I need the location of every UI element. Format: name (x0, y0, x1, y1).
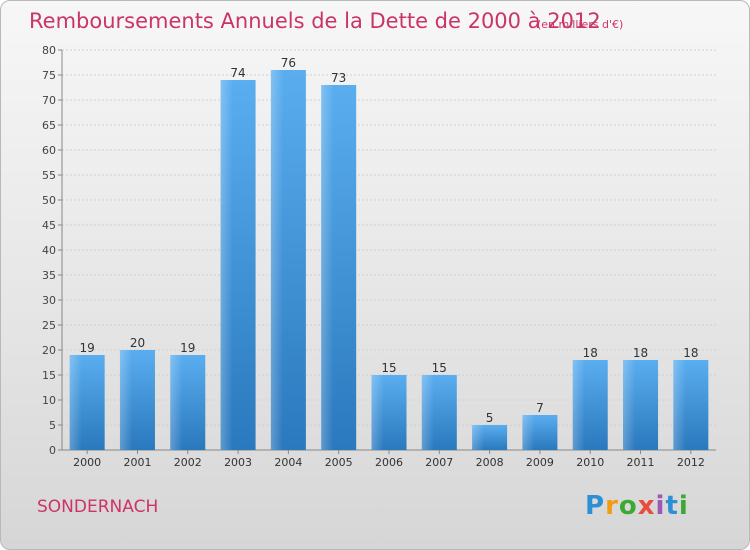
x-tick-label: 2001 (123, 456, 151, 469)
x-tick-label: 2005 (325, 456, 353, 469)
x-tick-label: 2000 (73, 456, 101, 469)
bar-highlight (623, 360, 636, 450)
y-tick-label: 45 (42, 219, 56, 232)
y-tick-label: 35 (42, 269, 56, 282)
logo-letter: o (618, 491, 638, 521)
bar-highlight (170, 355, 183, 450)
y-tick-label: 0 (49, 444, 56, 457)
y-tick-label: 75 (42, 69, 56, 82)
bar-highlight (321, 85, 334, 450)
logo-letter: x (637, 491, 656, 521)
data-label: 15 (381, 361, 396, 375)
logo-letter: i (655, 491, 666, 521)
data-label: 15 (432, 361, 447, 375)
bar-highlight (673, 360, 686, 450)
data-label: 18 (583, 346, 598, 360)
bar-highlight (472, 425, 485, 450)
bar-highlight (572, 360, 585, 450)
logo-letter: i (678, 491, 689, 521)
data-label: 5 (486, 411, 494, 425)
data-label: 19 (80, 341, 95, 355)
bar-highlight (270, 70, 284, 450)
x-tick-label: 2002 (174, 456, 202, 469)
y-tick-label: 25 (42, 319, 56, 332)
data-label: 73 (331, 71, 346, 85)
data-label: 74 (230, 66, 245, 80)
x-tick-label: 2010 (576, 456, 604, 469)
commune-name: SONDERNACH (37, 497, 159, 517)
chart-subtitle: (en milliers d'€) (537, 18, 624, 31)
x-tick-label: 2004 (274, 456, 302, 469)
y-tick-label: 70 (42, 94, 56, 107)
logo-letter: P (585, 491, 606, 521)
x-tick-label: 2006 (375, 456, 403, 469)
y-tick-label: 30 (42, 294, 56, 307)
x-tick-label: 2008 (476, 456, 504, 469)
logo-letter: t (665, 491, 679, 521)
logo-letter: r (605, 491, 619, 521)
y-tick-label: 65 (42, 119, 56, 132)
data-label: 19 (180, 341, 195, 355)
x-tick-label: 2012 (677, 456, 705, 469)
x-tick-label: 2009 (526, 456, 554, 469)
bar-highlight (119, 350, 133, 450)
bar-highlight (220, 80, 233, 450)
y-tick-label: 10 (42, 394, 56, 407)
x-tick-label: 2007 (425, 456, 453, 469)
chart-title: Remboursements Annuels de la Dette de 20… (29, 9, 601, 33)
y-tick-label: 55 (42, 169, 56, 182)
y-tick-label: 15 (42, 369, 56, 382)
y-tick-label: 5 (49, 419, 56, 432)
x-tick-label: 2011 (627, 456, 655, 469)
data-label: 76 (281, 56, 296, 70)
y-tick-label: 20 (42, 344, 56, 357)
bar-highlight (69, 355, 82, 450)
data-label: 18 (633, 346, 648, 360)
data-label: 20 (130, 336, 145, 350)
data-label: 7 (536, 401, 544, 415)
plot-area: 0510152025303540455055606570758019200020… (42, 44, 716, 469)
y-tick-label: 80 (42, 44, 56, 57)
bar-highlight (421, 375, 435, 450)
y-tick-label: 40 (42, 244, 56, 257)
bar-highlight (522, 415, 535, 450)
y-tick-label: 60 (42, 144, 56, 157)
y-tick-label: 50 (42, 194, 56, 207)
proxiti-logo[interactable]: Proxiti (585, 491, 689, 521)
x-tick-label: 2003 (224, 456, 252, 469)
bar-highlight (371, 375, 384, 450)
data-label: 18 (683, 346, 698, 360)
